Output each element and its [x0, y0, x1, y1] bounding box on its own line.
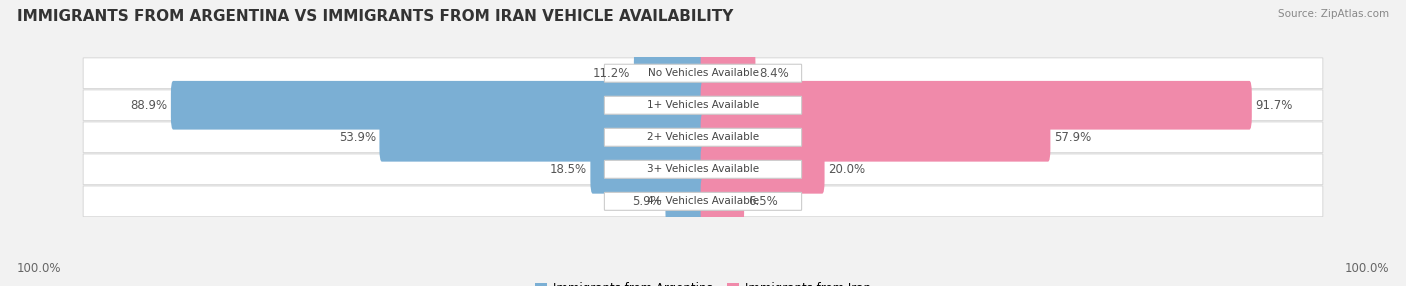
Text: 20.0%: 20.0% — [828, 163, 865, 176]
Text: 5.9%: 5.9% — [633, 195, 662, 208]
FancyBboxPatch shape — [700, 113, 1050, 162]
Text: 100.0%: 100.0% — [1344, 262, 1389, 275]
FancyBboxPatch shape — [700, 49, 755, 98]
Text: 57.9%: 57.9% — [1054, 131, 1091, 144]
FancyBboxPatch shape — [83, 122, 1323, 153]
Text: 1+ Vehicles Available: 1+ Vehicles Available — [647, 100, 759, 110]
FancyBboxPatch shape — [172, 81, 706, 130]
FancyBboxPatch shape — [83, 58, 1323, 89]
Text: 3+ Vehicles Available: 3+ Vehicles Available — [647, 164, 759, 174]
FancyBboxPatch shape — [700, 81, 1251, 130]
Text: 8.4%: 8.4% — [759, 67, 789, 80]
FancyBboxPatch shape — [700, 145, 824, 194]
Text: 18.5%: 18.5% — [550, 163, 586, 176]
FancyBboxPatch shape — [605, 192, 801, 210]
FancyBboxPatch shape — [83, 90, 1323, 121]
FancyBboxPatch shape — [380, 113, 706, 162]
Text: 53.9%: 53.9% — [339, 131, 375, 144]
FancyBboxPatch shape — [605, 96, 801, 114]
Legend: Immigrants from Argentina, Immigrants from Iran: Immigrants from Argentina, Immigrants fr… — [534, 282, 872, 286]
Text: 100.0%: 100.0% — [17, 262, 62, 275]
FancyBboxPatch shape — [83, 154, 1323, 185]
Text: 2+ Vehicles Available: 2+ Vehicles Available — [647, 132, 759, 142]
Text: No Vehicles Available: No Vehicles Available — [648, 68, 758, 78]
FancyBboxPatch shape — [605, 64, 801, 82]
FancyBboxPatch shape — [634, 49, 706, 98]
Text: IMMIGRANTS FROM ARGENTINA VS IMMIGRANTS FROM IRAN VEHICLE AVAILABILITY: IMMIGRANTS FROM ARGENTINA VS IMMIGRANTS … — [17, 9, 734, 23]
Text: 88.9%: 88.9% — [131, 99, 167, 112]
FancyBboxPatch shape — [665, 177, 706, 226]
FancyBboxPatch shape — [83, 186, 1323, 217]
Text: 91.7%: 91.7% — [1256, 99, 1292, 112]
Text: Source: ZipAtlas.com: Source: ZipAtlas.com — [1278, 9, 1389, 19]
FancyBboxPatch shape — [591, 145, 706, 194]
FancyBboxPatch shape — [700, 177, 744, 226]
Text: 4+ Vehicles Available: 4+ Vehicles Available — [647, 196, 759, 206]
Text: 11.2%: 11.2% — [593, 67, 630, 80]
FancyBboxPatch shape — [605, 160, 801, 178]
Text: 6.5%: 6.5% — [748, 195, 778, 208]
FancyBboxPatch shape — [605, 128, 801, 146]
